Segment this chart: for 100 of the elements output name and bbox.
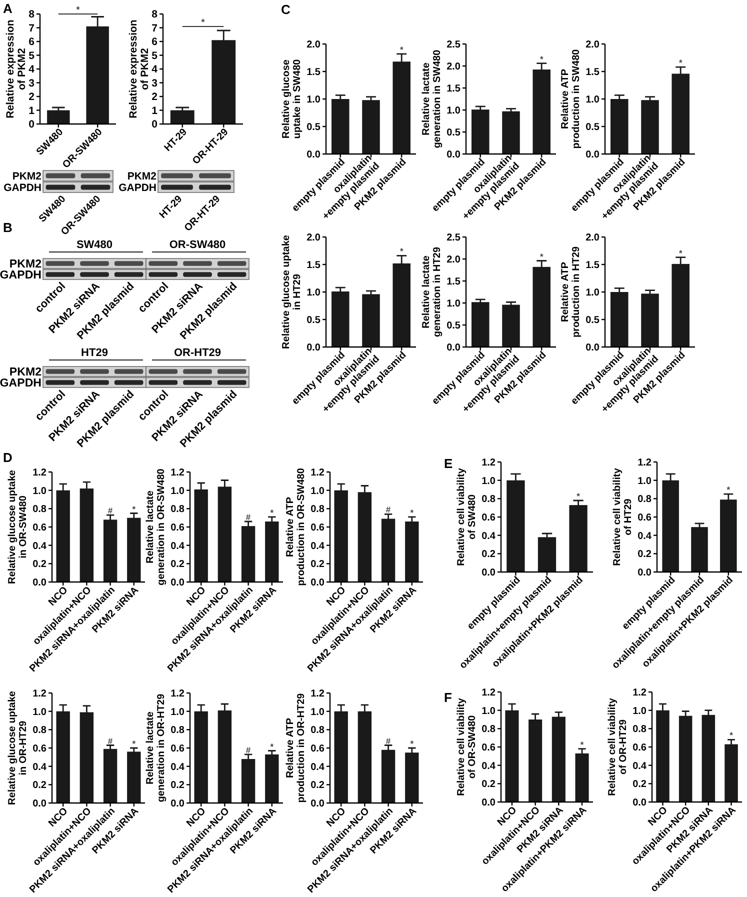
y-tick-label: 0.8 — [310, 504, 325, 516]
y-tick-label: 0.0 — [638, 568, 652, 578]
annotation: # — [386, 736, 391, 746]
y-tick-label: 6 — [152, 36, 158, 48]
annotation: * — [132, 738, 136, 748]
y-axis-title: Relative expression of PKM2 — [4, 20, 28, 118]
y-axis-title: Relative cell viability of SW480 — [456, 468, 478, 566]
y-tick-label: 1.2 — [32, 468, 47, 478]
y-tick-label: 0.5 — [306, 315, 321, 326]
y-tick-label: 1.2 — [32, 688, 47, 700]
y-axis-title: Relative lactate generation in HT29 — [421, 246, 444, 338]
y-tick-label: 1.0 — [32, 706, 47, 718]
annotation: * — [726, 484, 731, 495]
annotation: * — [400, 44, 404, 54]
annotation: * — [410, 507, 414, 518]
y-tick-label: 0.0 — [482, 568, 496, 578]
y-tick-label: 0.4 — [482, 760, 496, 772]
y-tick-label: 1 — [28, 104, 35, 117]
y-tick-label: 0.6 — [170, 522, 185, 534]
annotation: # — [246, 744, 251, 755]
y-tick-label: 0.6 — [482, 742, 496, 754]
y-tick-label: 0.2 — [32, 780, 47, 792]
y-tick-label: 0.6 — [32, 522, 47, 534]
y-tick-label: 1.0 — [586, 288, 600, 298]
y-tick-label: 3 — [152, 77, 158, 90]
y-tick-label: 7 — [152, 22, 158, 34]
y-tick-label: 2.0 — [446, 254, 461, 266]
y-tick-label: 0.5 — [446, 128, 461, 138]
chart-title: E — [444, 456, 453, 471]
bar — [472, 302, 490, 347]
y-tick-label: 0.0 — [310, 578, 325, 588]
annotation: * — [678, 248, 683, 258]
annotation: * — [270, 741, 274, 752]
text: OR-HT29 — [174, 347, 222, 359]
y-tick-label: 1.0 — [170, 706, 185, 718]
y-tick-label: 1.5 — [446, 84, 461, 94]
y-tick-label: 1.0 — [482, 706, 496, 717]
y-tick-label: 0.0 — [306, 150, 321, 160]
y-tick-label: 0.2 — [482, 549, 496, 560]
y-tick-label: 1.0 — [310, 706, 325, 718]
y-tick-label: 1.0 — [446, 106, 461, 116]
y-axis-title: Relative lactate generation in OR-HT29 — [145, 693, 168, 802]
y-axis-title: Relative glucose uptake in OR-SW480 — [7, 470, 30, 584]
y-tick-label: 0.2 — [638, 549, 652, 560]
y-tick-label: 0.8 — [310, 725, 325, 736]
y-tick-label: 2.0 — [446, 62, 461, 72]
y-tick-label: 0.0 — [32, 798, 47, 810]
y-tick-label: 0.8 — [482, 724, 496, 736]
y-tick-label: 0 — [28, 118, 35, 131]
annotation: * — [678, 58, 683, 68]
annotation: * — [270, 507, 274, 518]
annotation: # — [246, 512, 251, 522]
y-axis-title: Relative glucose uptake in SW480 — [281, 58, 304, 139]
y-tick-label: 2.5 — [446, 40, 461, 50]
annotation: # — [108, 736, 113, 746]
y-tick-label: 0.5 — [306, 122, 321, 133]
y-tick-label: 0.5 — [586, 122, 600, 133]
y-tick-label: 0.8 — [32, 504, 47, 516]
text: HT29 — [81, 347, 108, 359]
y-tick-label: 0.8 — [170, 725, 185, 736]
category-label: GAPDH — [4, 182, 42, 194]
bar — [362, 294, 380, 347]
y-tick-label: 0.2 — [310, 559, 325, 570]
y-tick-label: 2 — [152, 91, 158, 104]
y-tick-label: 1.2 — [482, 458, 496, 468]
y-tick-label: 4 — [28, 64, 35, 76]
y-tick-label: 0.6 — [310, 744, 325, 754]
y-tick-label: 1.0 — [306, 288, 321, 298]
y-tick-label: 0.6 — [310, 522, 325, 534]
annotation: * — [540, 251, 544, 262]
y-tick-label: 0.8 — [32, 725, 47, 736]
bar — [362, 100, 380, 154]
y-tick-label: 2.0 — [586, 232, 600, 244]
category-label: PKM2 — [9, 366, 42, 379]
y-tick-label: 1.5 — [446, 276, 461, 288]
bar — [641, 294, 659, 347]
y-tick-label: 1.0 — [586, 94, 600, 106]
y-tick-label: 0.2 — [632, 779, 647, 790]
y-tick-label: 0.0 — [170, 578, 185, 588]
y-tick-label: 0.5 — [446, 320, 461, 332]
y-tick-label: 1.2 — [482, 688, 496, 698]
y-tick-label: 0.6 — [170, 744, 185, 754]
y-tick-label: 2.0 — [306, 232, 321, 244]
y-axis-title: Relative cell viability of HT29 — [612, 468, 634, 566]
chart-title: D — [3, 450, 12, 465]
y-tick-label: 0.2 — [170, 780, 185, 792]
category-label: PKM2 — [127, 170, 156, 183]
bar — [103, 748, 118, 803]
y-tick-label: 0.0 — [32, 578, 47, 588]
y-tick-label: 1.5 — [306, 260, 321, 271]
y-tick-label: 0.4 — [482, 530, 496, 542]
annotation: # — [108, 506, 113, 516]
y-tick-label: 0.6 — [632, 742, 647, 754]
y-tick-label: 0.0 — [482, 798, 496, 808]
y-tick-label: 3 — [28, 77, 35, 90]
annotation: * — [132, 504, 136, 514]
y-tick-label: 0.2 — [32, 559, 47, 570]
y-tick-label: 0.0 — [170, 798, 185, 810]
y-tick-label: 2 — [28, 91, 35, 104]
category-label: GAPDH — [0, 270, 42, 282]
